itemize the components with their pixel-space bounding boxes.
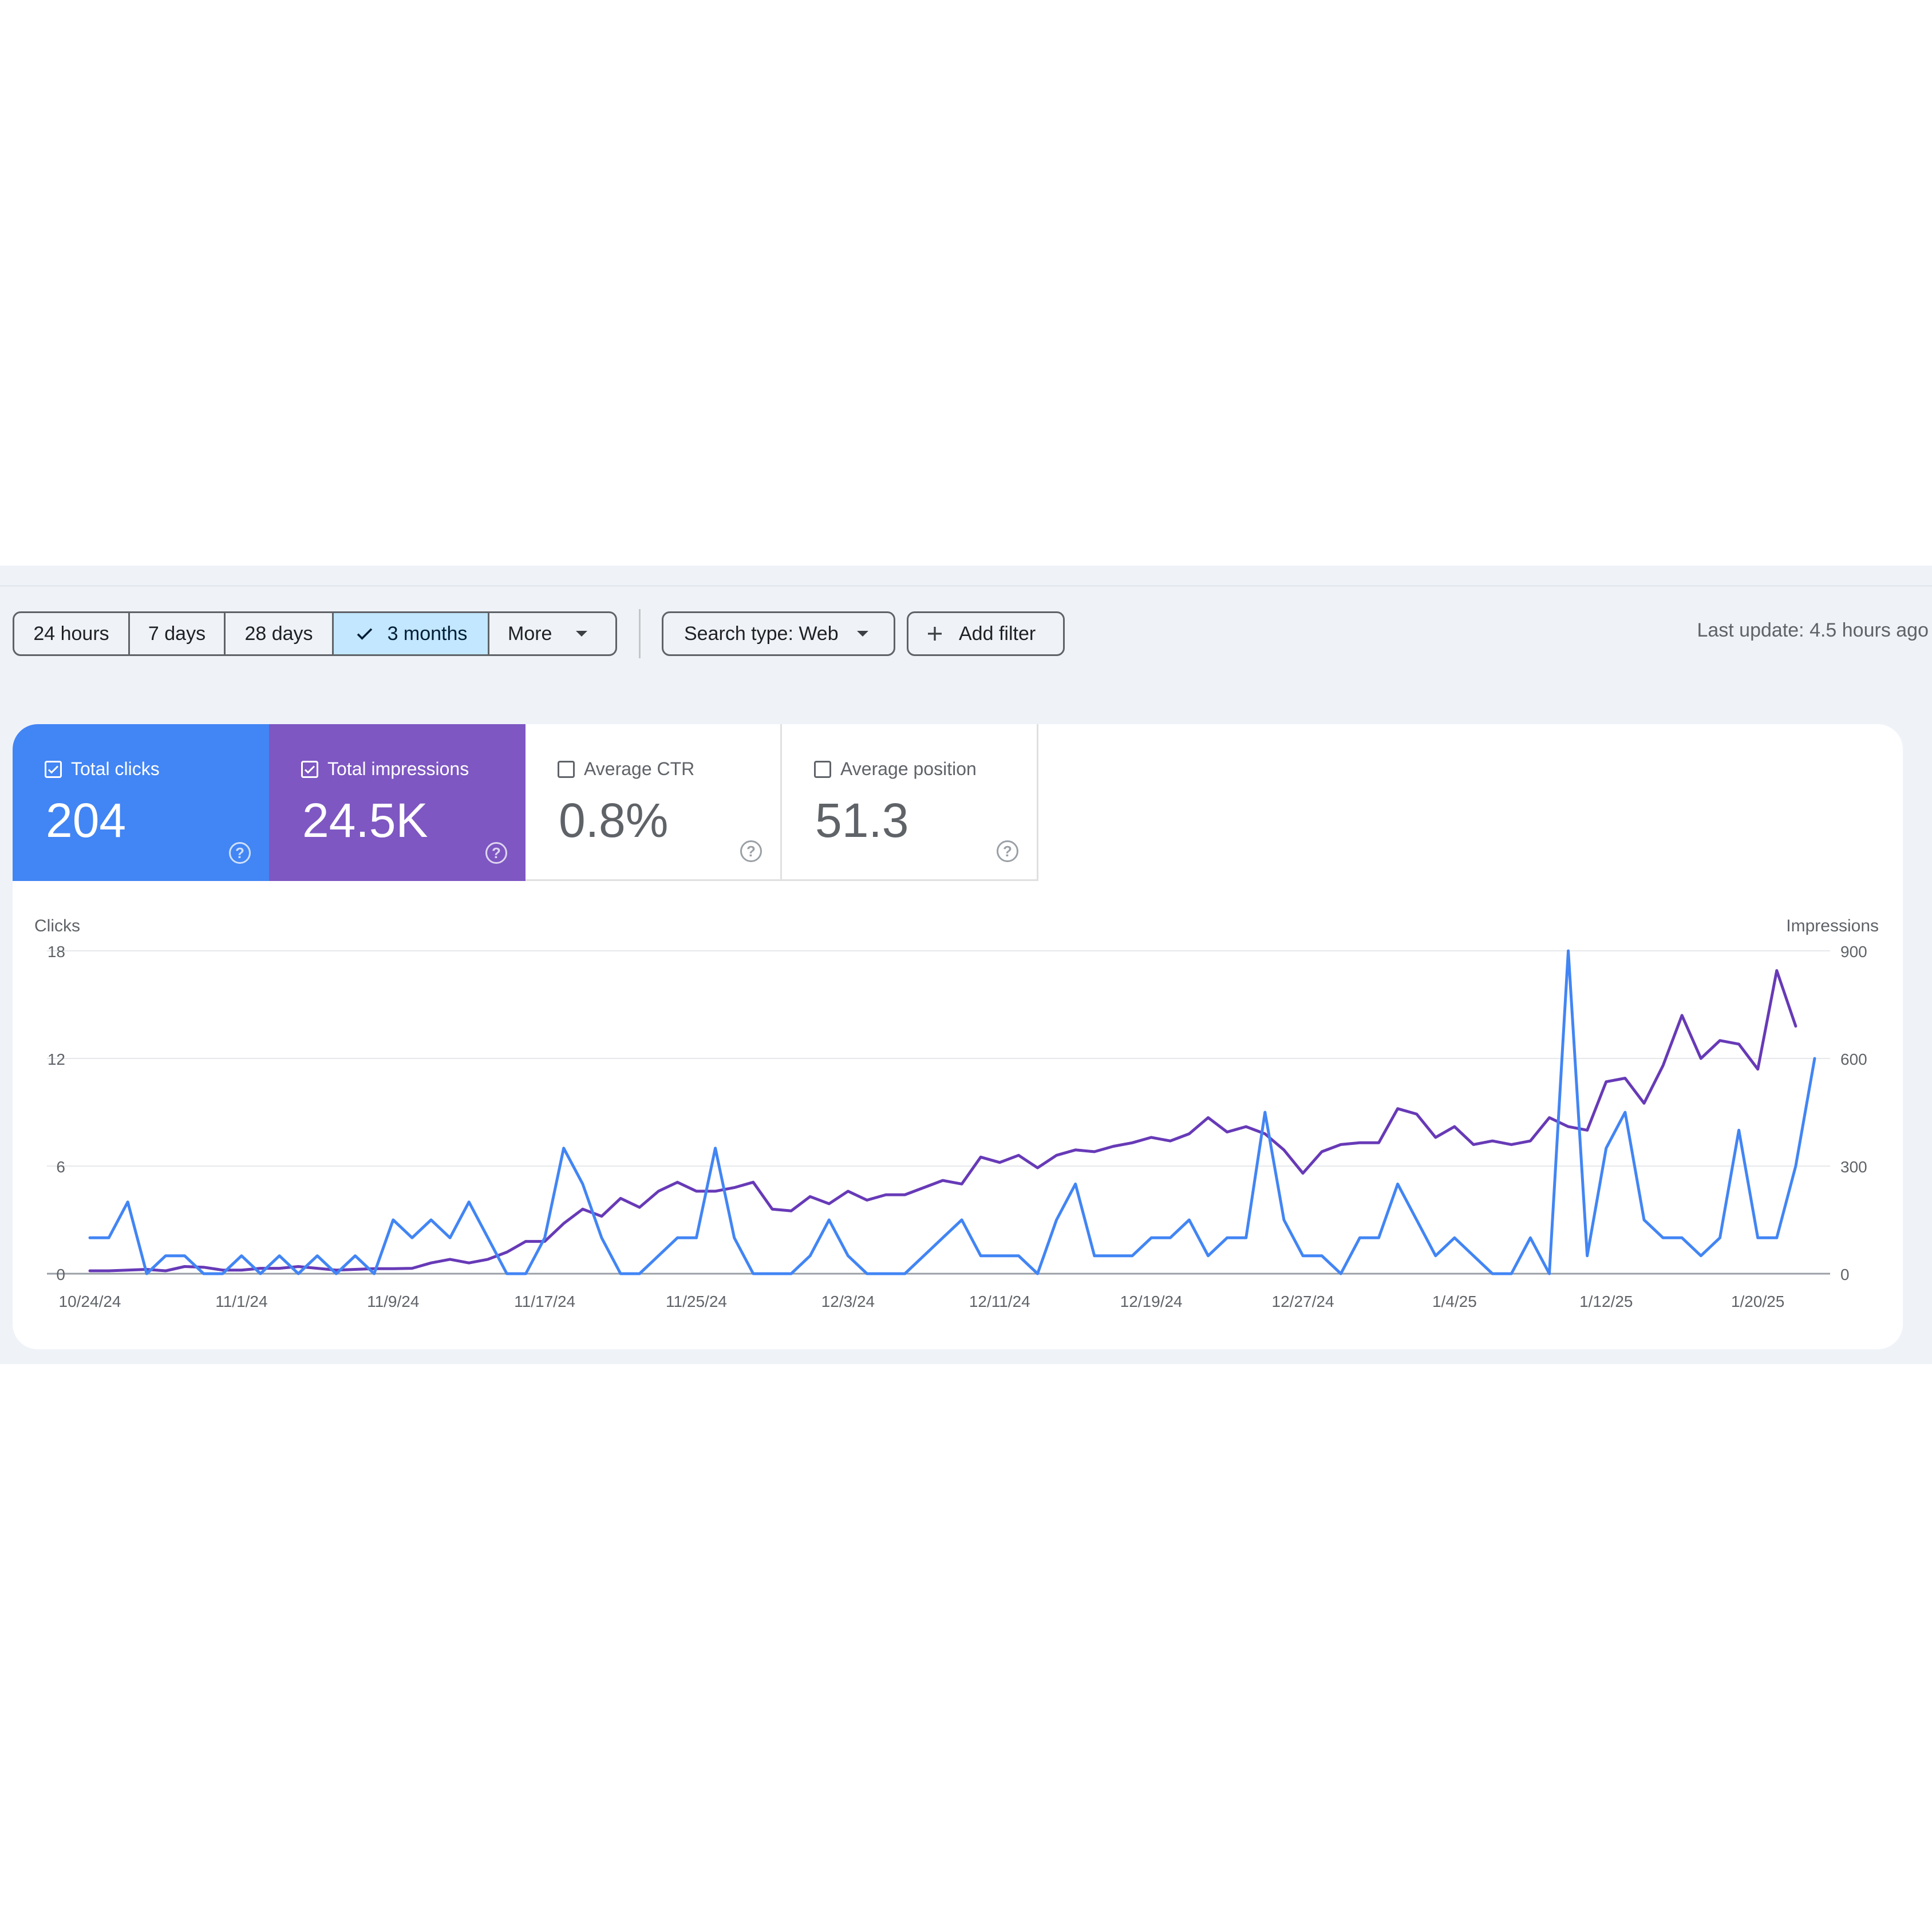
performance-card: Total clicks 204 ? Total impressions 24.… xyxy=(13,724,1903,1349)
metric-value: 204 xyxy=(46,793,127,847)
plus-icon xyxy=(928,627,942,641)
x-tick-label: 11/9/24 xyxy=(367,1293,419,1310)
y-left-tick-label: 18 xyxy=(48,943,65,961)
range-label: 3 months xyxy=(387,622,468,645)
metric-label-text: Total clicks xyxy=(71,758,160,779)
metric-value: 24.5K xyxy=(302,793,428,847)
help-icon[interactable]: ? xyxy=(485,842,507,864)
divider xyxy=(0,585,1932,587)
metric-tile-average-ctr[interactable]: Average CTR 0.8% ? xyxy=(526,724,782,881)
x-tick-label: 12/19/24 xyxy=(1120,1293,1183,1310)
check-icon xyxy=(357,628,372,640)
x-tick-label: 11/25/24 xyxy=(666,1293,727,1310)
range-7-days-button[interactable]: 7 days xyxy=(130,613,226,654)
x-tick-label: 1/12/25 xyxy=(1579,1293,1633,1310)
metric-label: Total impressions xyxy=(301,758,469,780)
date-range-selector: 24 hours 7 days 28 days 3 months More xyxy=(13,611,617,656)
range-3-months-button[interactable]: 3 months xyxy=(334,613,489,654)
range-more-dropdown[interactable]: More xyxy=(489,613,615,654)
x-tick-label: 11/1/24 xyxy=(215,1293,267,1310)
dropdown-arrow-icon xyxy=(856,631,868,637)
search-type-label: Search type: Web xyxy=(684,622,839,645)
metric-label-text: Average position xyxy=(840,758,977,779)
add-filter-label: Add filter xyxy=(959,622,1036,645)
y-right-tick-label: 600 xyxy=(1840,1050,1867,1068)
metric-label: Total clicks xyxy=(45,758,160,780)
last-update-text: Last update: 4.5 hours ago xyxy=(1697,619,1929,641)
add-filter-button[interactable]: Add filter xyxy=(907,611,1065,656)
y-right-tick-label: 300 xyxy=(1840,1158,1867,1176)
help-icon[interactable]: ? xyxy=(997,840,1018,862)
metric-tile-average-position[interactable]: Average position 51.3 ? xyxy=(782,724,1038,881)
metric-label-text: Total impressions xyxy=(327,758,469,779)
x-tick-label: 11/17/24 xyxy=(514,1293,575,1310)
dropdown-arrow-icon xyxy=(576,631,588,637)
range-label: 24 hours xyxy=(33,622,109,645)
y-right-tick-label: 0 xyxy=(1840,1266,1850,1283)
clicks-series-line xyxy=(88,949,1816,1275)
x-tick-label: 12/11/24 xyxy=(969,1293,1030,1310)
range-label: 7 days xyxy=(148,622,206,645)
search-type-dropdown[interactable]: Search type: Web xyxy=(662,611,895,656)
help-icon[interactable]: ? xyxy=(229,842,251,864)
y-left-tick-label: 0 xyxy=(56,1266,65,1283)
performance-chart: 0 6 12 18 0 300 600 900 Clicks Impressions 10/24/2… xyxy=(34,916,1879,1310)
x-tick-label: 10/24/24 xyxy=(59,1293,121,1310)
metric-tile-total-impressions[interactable]: Total impressions 24.5K ? xyxy=(269,724,526,881)
y-left-axis-title: Clicks xyxy=(34,916,80,935)
y-right-axis-title: Impressions xyxy=(1786,916,1879,935)
y-right-tick-label: 900 xyxy=(1840,943,1867,961)
checkbox-checked-icon[interactable] xyxy=(45,760,62,778)
x-tick-label: 1/4/25 xyxy=(1432,1293,1477,1310)
checkbox-checked-icon[interactable] xyxy=(301,760,318,778)
y-left-tick-label: 12 xyxy=(48,1050,65,1068)
range-label: More xyxy=(508,622,552,645)
metric-value: 0.8% xyxy=(559,793,669,847)
x-tick-label: 1/20/25 xyxy=(1731,1293,1784,1310)
y-left-tick-label: 6 xyxy=(56,1158,65,1176)
range-28-days-button[interactable]: 28 days xyxy=(226,613,334,654)
metric-tile-total-clicks[interactable]: Total clicks 204 ? xyxy=(13,724,269,881)
checkbox-unchecked-icon[interactable] xyxy=(558,760,575,778)
checkbox-unchecked-icon[interactable] xyxy=(814,760,831,778)
range-24-hours-button[interactable]: 24 hours xyxy=(14,613,130,654)
x-tick-label: 12/27/24 xyxy=(1272,1293,1334,1310)
help-icon[interactable]: ? xyxy=(740,840,762,862)
impressions-series-line xyxy=(88,969,1797,1273)
metric-label: Average CTR xyxy=(558,758,694,780)
range-label: 28 days xyxy=(244,622,313,645)
metric-label-text: Average CTR xyxy=(584,758,695,779)
x-tick-label: 12/3/24 xyxy=(821,1293,875,1310)
metric-value: 51.3 xyxy=(815,793,909,847)
metric-label: Average position xyxy=(814,758,977,780)
toolbar-separator xyxy=(639,609,641,658)
